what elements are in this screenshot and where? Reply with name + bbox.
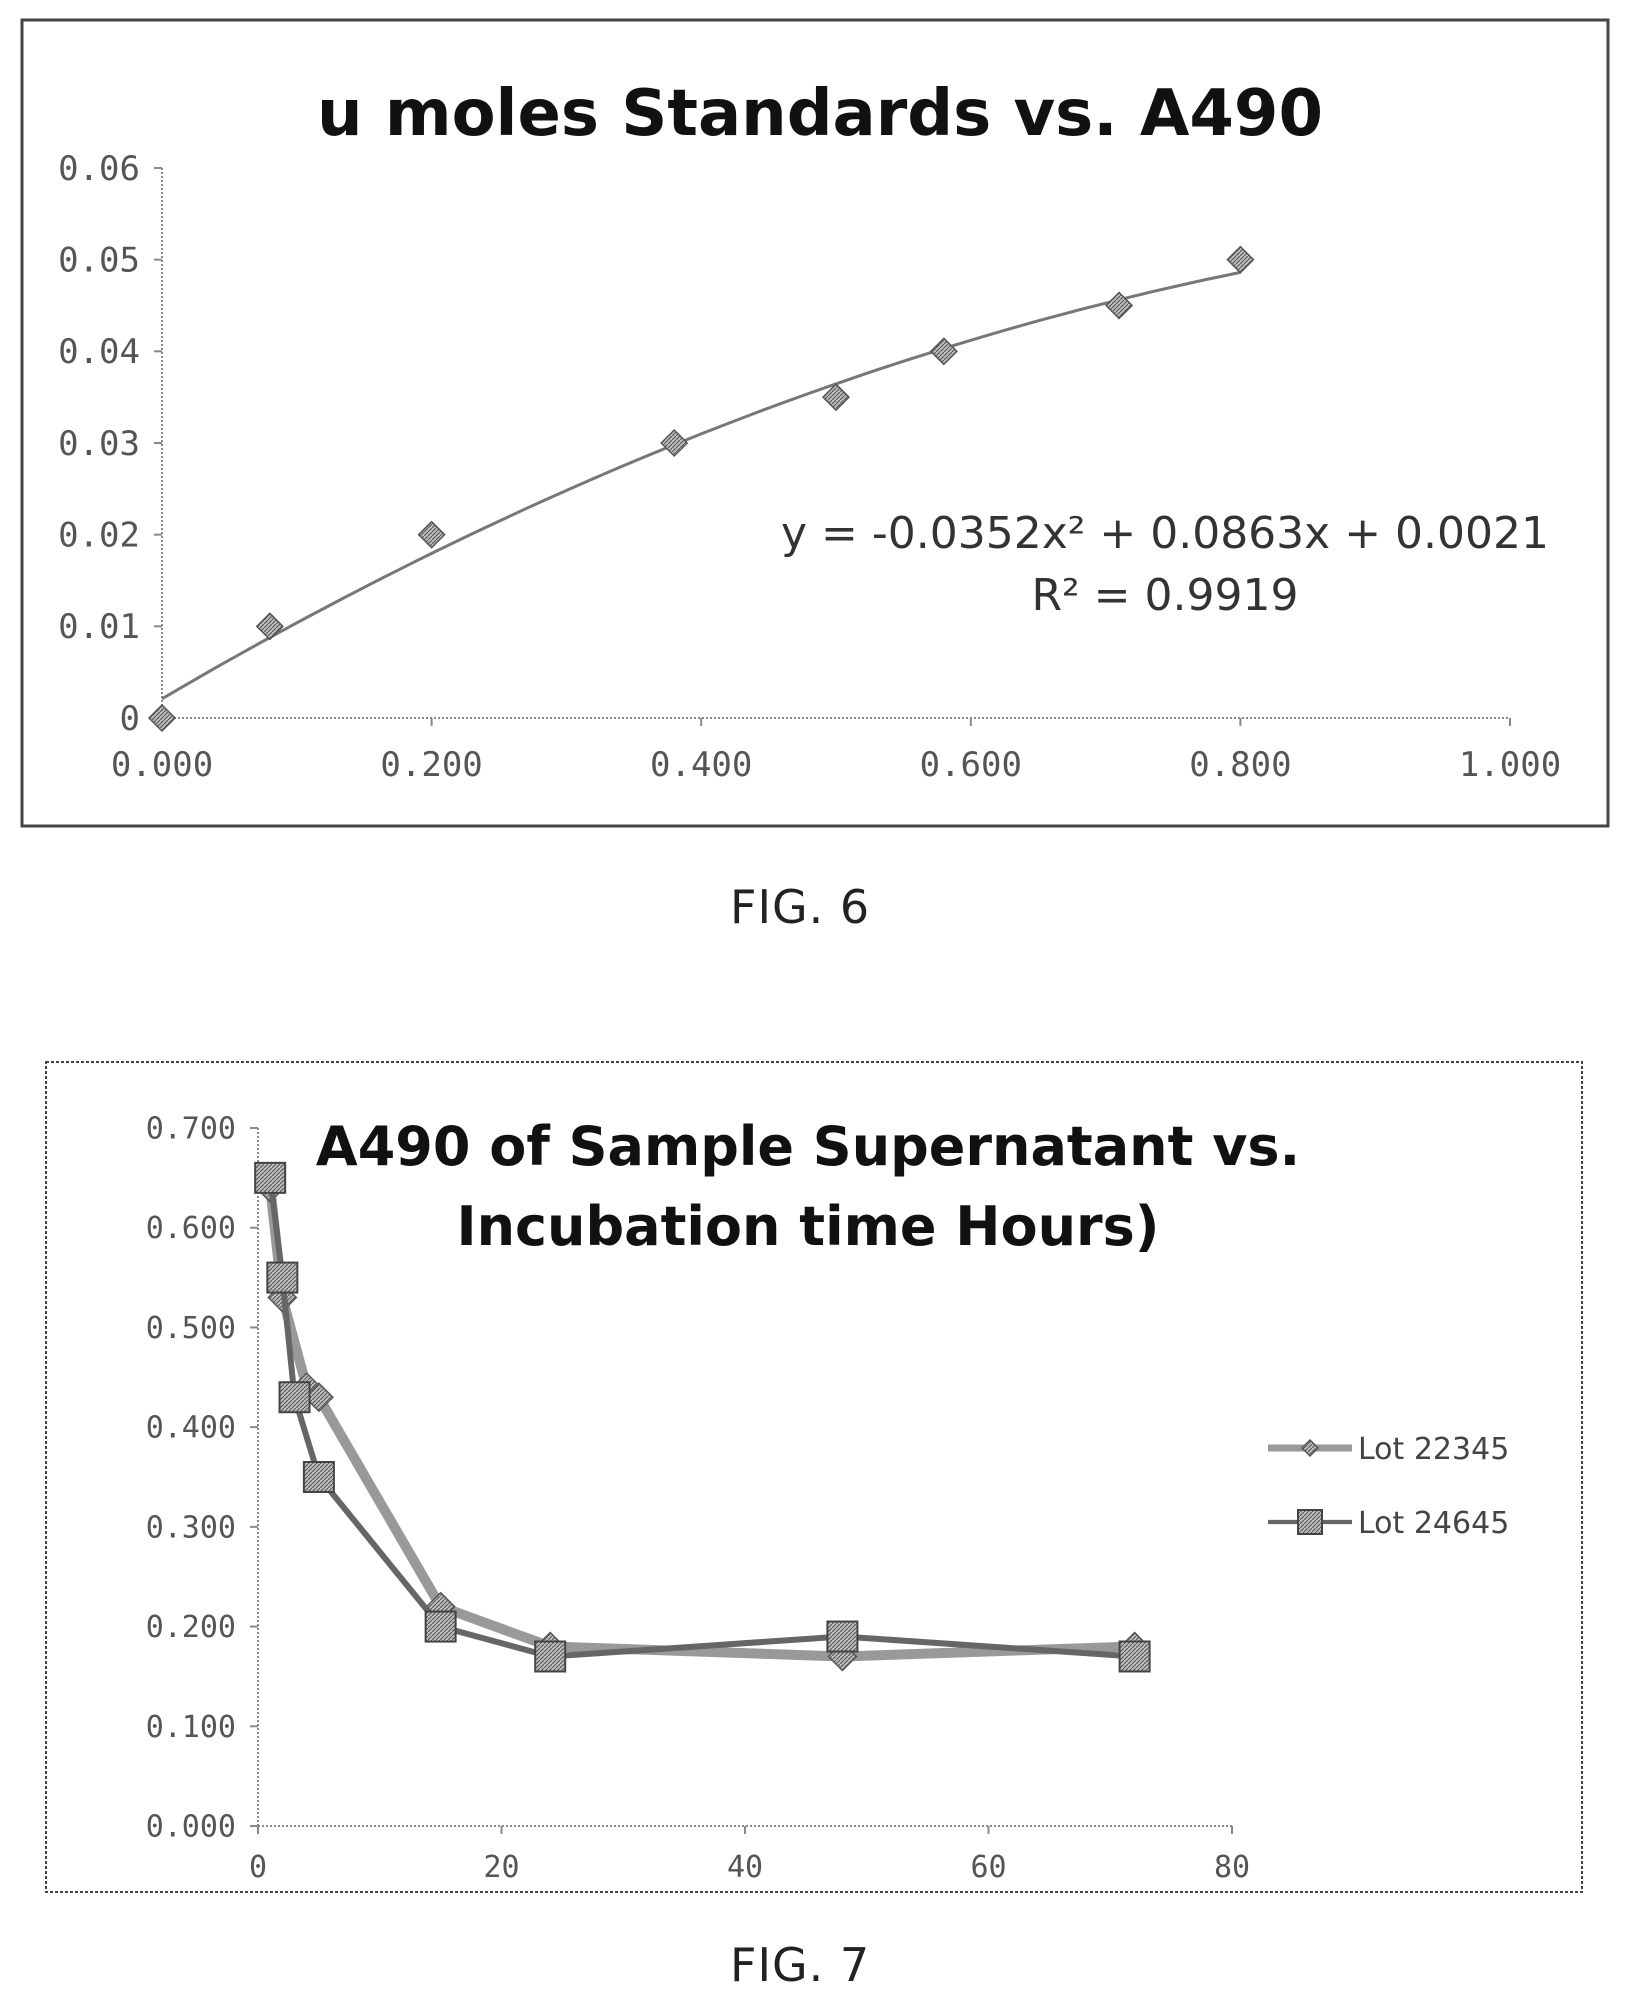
chart1-y-tick-label: 0.04 [58, 332, 140, 372]
chart2-title-line2: Incubation time Hours) [457, 1195, 1160, 1258]
chart1-y-tick-label: 0.03 [58, 424, 140, 464]
chart2-data-point [534, 1640, 567, 1673]
chart2-data-point [302, 1461, 335, 1493]
chart1-data-point [1226, 245, 1255, 274]
chart2-x-tick-label: 40 [727, 1850, 763, 1885]
chart2-axes: 0.000 0.100 0.200 0.300 0.400 0.500 0.600 0.700… [146, 1112, 1250, 1886]
chart2-legend-label: Lot 22345 [1358, 1432, 1509, 1467]
chart2-data-point [254, 1161, 287, 1194]
chart2-legend-marker [1297, 1509, 1323, 1535]
chart2-y-tick-label: 0.600 [146, 1211, 236, 1246]
chart2-x-tick-label: 60 [970, 1850, 1006, 1885]
chart1-x-tick-label: 0.200 [380, 745, 482, 785]
chart1-trendline [161, 270, 1241, 701]
chart1-frame [20, 18, 1610, 828]
chart2-y-tick-label: 0.000 [146, 1810, 236, 1845]
chart1-x-tick-label: 1.000 [1459, 745, 1561, 785]
chart1-data-point [417, 520, 446, 549]
chart2-data-point [278, 1381, 311, 1414]
chart2-title-line1: A490 of Sample Supernatant vs. [316, 1115, 1300, 1178]
chart1-y-tick-label: 0.02 [58, 516, 140, 556]
chart1-title: u moles Standards vs. A490 [317, 77, 1323, 151]
chart1-trendline-curve [161, 270, 1241, 701]
chart1-y-tick-label: 0.06 [58, 149, 140, 189]
chart2-data-point [266, 1261, 299, 1294]
chart1-x-tick-label: 0.000 [111, 745, 213, 785]
chart1-data-point [929, 337, 958, 366]
chart1-r-squared: R² = 0.9919 [1031, 570, 1298, 621]
fig6-caption: FIG. 6 [730, 880, 871, 934]
chart1-data-point [821, 383, 851, 412]
chart2-y-tick-label: 0.400 [146, 1411, 236, 1446]
chart2-x-tick-label: 80 [1214, 1850, 1250, 1885]
chart1-axes: 0 0.01 0.02 0.03 0.04 0.05 0.06 0.000 0.200 0.400… [58, 149, 1561, 785]
chart2-series [254, 1161, 1151, 1673]
chart2-series-line [267, 1177, 1135, 1660]
chart2-data-point [826, 1620, 859, 1653]
chart2-y-tick-label: 0.300 [146, 1510, 236, 1545]
chart2-y-tick-label: 0.500 [146, 1311, 236, 1346]
chart1-equation: y = -0.0352x² + 0.0863x + 0.0021 [781, 508, 1549, 559]
chart1-data-point [255, 612, 284, 641]
chart1-y-tick-label: 0.01 [58, 607, 140, 647]
chart2-x-tick-label: 20 [483, 1850, 519, 1885]
chart2-data-point [1118, 1640, 1151, 1673]
chart1-data-point [660, 428, 689, 458]
chart1-y-tick-label: 0 [120, 699, 140, 739]
chart2-legend-marker [1300, 1438, 1320, 1458]
chart2-legend-label: Lot 24645 [1358, 1506, 1509, 1541]
chart2-frame [45, 1061, 1583, 1893]
chart1-points [147, 245, 1255, 733]
chart2-legend: Lot 22345 Lot 24645 [1268, 1432, 1509, 1541]
chart1-x-tick-label: 0.400 [650, 745, 752, 785]
chart1-x-tick-label: 0.600 [920, 745, 1022, 785]
chart2-y-tick-label: 0.200 [146, 1610, 236, 1645]
chart1-x-tick-label: 0.800 [1189, 745, 1291, 785]
chart1-data-point [1105, 291, 1134, 320]
chart2-y-tick-label: 0.100 [146, 1710, 236, 1745]
chart2-x-tick-label: 0 [249, 1850, 267, 1885]
fig7-caption: FIG. 7 [730, 1938, 871, 1992]
chart2-y-tick-label: 0.700 [146, 1112, 236, 1147]
chart1-data-point [147, 703, 177, 733]
chart1-y-tick-label: 0.05 [58, 241, 140, 281]
chart2-data-point [424, 1610, 457, 1643]
